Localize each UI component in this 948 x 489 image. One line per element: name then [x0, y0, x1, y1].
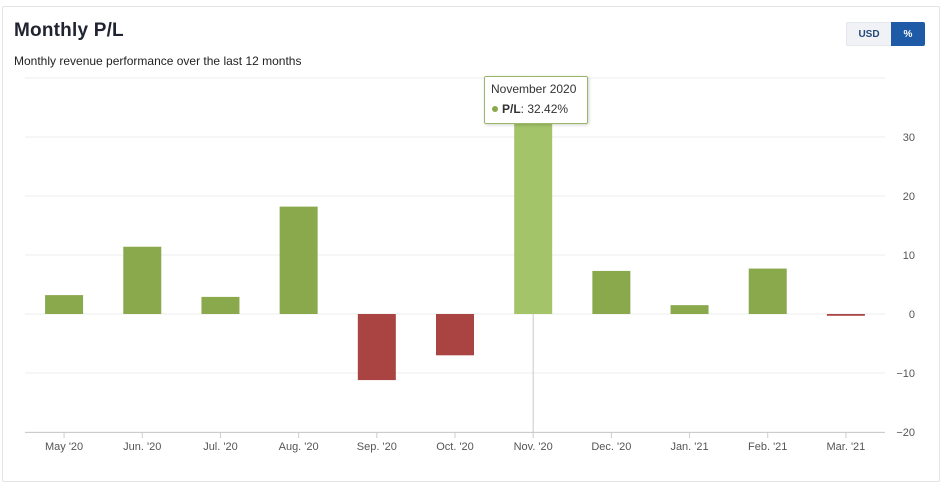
y-tick-label: −20 — [896, 427, 915, 439]
x-tick-label: Dec. '20 — [591, 441, 631, 453]
bar-4 — [279, 206, 318, 314]
y-tick-label: −10 — [896, 368, 915, 380]
unit-toggle: USD % — [846, 22, 925, 46]
tooltip-series-label: P/L — [502, 102, 521, 116]
x-tick-label: Aug. '20 — [279, 441, 319, 453]
bar-2 — [123, 246, 162, 314]
y-tick-label: 20 — [903, 191, 915, 203]
y-tick-label: 30 — [903, 132, 915, 144]
chart-subtitle: Monthly revenue performance over the las… — [14, 54, 302, 68]
bar-9 — [670, 305, 709, 314]
chart-tooltip: November 2020 P/L: 32.42% — [484, 76, 588, 124]
series-dot-icon — [492, 106, 498, 113]
percent-toggle-button[interactable]: % — [891, 22, 925, 46]
bar-11 — [826, 314, 865, 316]
x-tick-label: May '20 — [45, 441, 83, 453]
tooltip-value: 32.42% — [527, 102, 569, 116]
usd-toggle-button[interactable]: USD — [846, 22, 891, 46]
x-tick-label: Mar. '21 — [827, 441, 866, 453]
tooltip-title: November 2020 — [491, 82, 577, 96]
x-tick-label: Nov. '20 — [514, 441, 553, 453]
page-title: Monthly P/L — [14, 20, 124, 41]
x-tick-label: Sep. '20 — [357, 441, 397, 453]
y-tick-label: 0 — [909, 309, 915, 321]
bar-6 — [436, 314, 474, 356]
bar-1 — [45, 295, 84, 314]
x-tick-label: Oct. '20 — [436, 441, 474, 453]
x-tick-label: Jan. '21 — [670, 441, 708, 453]
bar-8 — [592, 270, 631, 314]
x-tick-label: Jul. '20 — [203, 441, 238, 453]
bar-3 — [201, 296, 240, 314]
y-tick-label: 10 — [903, 250, 915, 262]
bar-5 — [357, 314, 396, 381]
x-tick-label: Feb. '21 — [748, 441, 787, 453]
chart-card — [2, 6, 940, 482]
bar-7 — [514, 122, 553, 314]
bar-10 — [748, 268, 787, 314]
x-tick-label: Jun. '20 — [123, 441, 161, 453]
